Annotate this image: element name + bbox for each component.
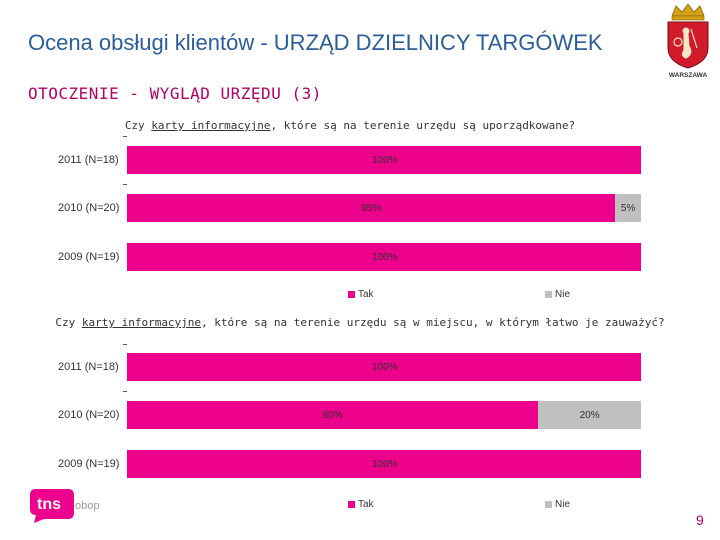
bar-tak	[127, 450, 641, 478]
page-number: 9	[696, 512, 704, 528]
legend-swatch	[545, 500, 552, 508]
data-label: 5%	[620, 203, 636, 214]
legend-item-nie: Nie	[545, 289, 570, 300]
data-label: 95%	[361, 203, 382, 214]
bar-tak	[127, 401, 539, 429]
tns-obop-logo: tns obop	[30, 489, 99, 523]
data-label: 100%	[372, 459, 398, 470]
data-label: 100%	[372, 252, 398, 263]
tns-logo-text: tns	[37, 496, 61, 513]
legend-swatch	[545, 290, 552, 298]
bar-tak	[127, 146, 641, 174]
crest-label: WARSZAWA	[669, 72, 708, 79]
legend-item-tak: Tak	[348, 499, 374, 510]
mermaid-icon	[673, 27, 698, 59]
axis-tick	[123, 184, 127, 185]
category-label: 2011 (N=18)	[58, 154, 119, 166]
legend-label: Tak	[358, 289, 374, 300]
data-label: 80%	[322, 410, 343, 421]
bar-tak	[127, 243, 641, 271]
legend-swatch	[348, 290, 355, 298]
legend-item-tak: Tak	[348, 289, 374, 300]
bar-tak	[127, 194, 616, 222]
chart-1-question-underlined: karty informacyjne	[151, 119, 271, 132]
chart-1: Czy karty informacyjne, które są na tere…	[0, 112, 720, 308]
category-label: 2009 (N=19)	[58, 458, 120, 470]
page-title: Ocena obsługi klientów - URZĄD DZIELNICY…	[28, 30, 603, 55]
obop-logo-text: obop	[75, 500, 99, 512]
chart-1-question: Czy karty informacyjne, które są na tere…	[124, 119, 576, 132]
warsaw-crest-logo: WARSZAWA	[667, 3, 709, 79]
axis-tick	[123, 344, 127, 345]
category-label: 2010 (N=20)	[58, 409, 120, 421]
legend-item-nie: Nie	[545, 499, 570, 510]
data-label: 100%	[372, 362, 398, 373]
section-subtitle: OTOCZENIE - WYGLĄD URZĘDU (3)	[28, 84, 322, 103]
legend-label: Nie	[555, 499, 571, 510]
chart-2-question: Czy karty informacyjne, które są na tere…	[55, 316, 665, 329]
bar-nie	[615, 194, 641, 222]
crown-icon	[671, 3, 705, 21]
chart-2: Czy karty informacyjne, które są na tere…	[0, 308, 720, 518]
category-label: 2010 (N=20)	[58, 202, 120, 214]
bar-tak	[127, 353, 641, 381]
category-label: 2009 (N=19)	[58, 251, 120, 263]
tns-logo-shape	[30, 489, 74, 523]
category-label: 2011 (N=18)	[58, 361, 119, 373]
legend-label: Tak	[358, 499, 374, 510]
data-label: 20%	[579, 410, 600, 421]
data-label: 100%	[372, 155, 398, 166]
bar-nie	[538, 401, 641, 429]
axis-tick	[123, 391, 127, 392]
legend-swatch	[348, 500, 355, 508]
axis-tick	[123, 136, 127, 137]
legend-label: Nie	[555, 289, 571, 300]
chart-2-question-underlined: karty informacyjne	[81, 316, 202, 329]
